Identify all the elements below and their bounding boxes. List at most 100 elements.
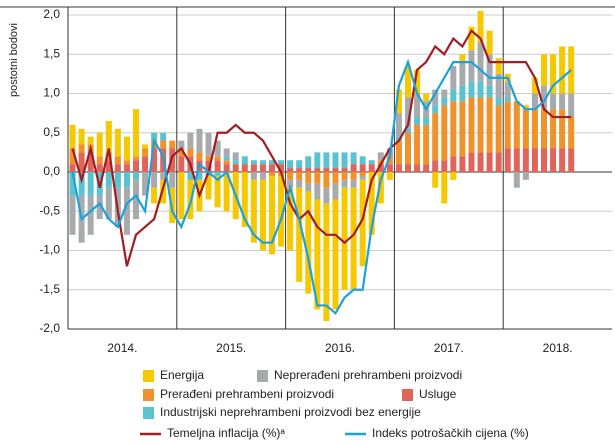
bar-segment bbox=[441, 172, 448, 204]
bar-segment bbox=[414, 164, 421, 172]
bar-segment bbox=[531, 93, 538, 110]
bar-segment bbox=[323, 187, 330, 204]
bar-segment bbox=[296, 187, 303, 282]
bar-segment bbox=[441, 89, 448, 98]
bar-segment bbox=[386, 164, 393, 172]
bar-segment bbox=[395, 113, 402, 137]
bar-segment bbox=[550, 148, 557, 172]
bar-segment bbox=[205, 160, 212, 172]
bar-segment bbox=[531, 148, 538, 172]
bar-segment bbox=[459, 101, 466, 157]
bar-segment bbox=[323, 168, 330, 172]
bar-segment bbox=[332, 168, 339, 172]
y-tick-label: -2,0 bbox=[39, 321, 60, 335]
bar-segment bbox=[414, 124, 421, 165]
bar-segment bbox=[214, 140, 221, 157]
bar-segment bbox=[223, 148, 230, 157]
bar-segment bbox=[296, 179, 303, 188]
bar-segment bbox=[513, 101, 520, 149]
bar-segment bbox=[250, 179, 257, 243]
bar-segment bbox=[350, 164, 357, 172]
bar-segment bbox=[214, 175, 221, 208]
bar-segment bbox=[114, 156, 121, 165]
bar-segment bbox=[87, 152, 94, 172]
bar-segment bbox=[142, 156, 149, 172]
y-tick-label: -0,5 bbox=[39, 203, 60, 217]
bar-segment bbox=[151, 187, 158, 204]
bar-segment bbox=[87, 136, 94, 145]
bar-segment bbox=[160, 132, 167, 141]
bar-segment bbox=[123, 172, 130, 188]
bar-segment bbox=[477, 11, 484, 43]
bar-segment bbox=[341, 152, 348, 169]
bar-segment bbox=[522, 172, 529, 180]
bar-segment bbox=[405, 164, 411, 172]
bar-segment bbox=[350, 187, 357, 290]
bar-segment bbox=[468, 26, 475, 51]
bar-segment bbox=[241, 172, 248, 227]
line-series bbox=[71, 28, 572, 267]
bar-segment bbox=[531, 109, 538, 149]
bar-segment bbox=[205, 175, 212, 200]
bar-segment bbox=[405, 97, 411, 129]
bar-segment bbox=[368, 164, 375, 172]
bar-segment bbox=[96, 156, 103, 165]
bar-segment bbox=[133, 156, 139, 161]
bar-segment bbox=[296, 168, 303, 172]
legend-swatch bbox=[143, 370, 154, 382]
bar-segment bbox=[450, 101, 457, 157]
bar-segment bbox=[477, 81, 484, 98]
bar-segment bbox=[432, 113, 439, 161]
bar-segment bbox=[223, 156, 230, 161]
bar-segment bbox=[395, 140, 402, 165]
bar-segment bbox=[114, 128, 121, 157]
bar-segment bbox=[541, 85, 547, 110]
bar-segment bbox=[368, 172, 375, 235]
bar-segment bbox=[468, 152, 475, 172]
bar-segment bbox=[269, 160, 275, 165]
bar-segment bbox=[187, 172, 194, 180]
bar-segment bbox=[196, 128, 203, 153]
bar-segment bbox=[287, 172, 294, 180]
bar-segment bbox=[305, 168, 312, 172]
bar-segment bbox=[359, 164, 366, 172]
bar-segment bbox=[314, 183, 321, 200]
bar-segment bbox=[178, 156, 185, 172]
bar-segment bbox=[504, 101, 511, 149]
bar-segment bbox=[278, 175, 285, 247]
bar-segment bbox=[223, 164, 230, 172]
bar-segment bbox=[368, 160, 375, 165]
bar-segment bbox=[269, 164, 275, 172]
bar-segment bbox=[160, 172, 167, 180]
legend-label: Industrijski neprehrambeni proizvodi bez… bbox=[160, 405, 421, 419]
bar-segment bbox=[223, 172, 230, 212]
bar-segment bbox=[87, 172, 94, 196]
bar-segment bbox=[142, 144, 149, 149]
bar-segment bbox=[414, 93, 421, 118]
bar-segment bbox=[169, 140, 176, 149]
bar-segment bbox=[105, 187, 112, 220]
bar-segment bbox=[377, 172, 384, 204]
bar-segment bbox=[332, 172, 339, 184]
bar-segment bbox=[314, 152, 321, 169]
bar-segment bbox=[305, 183, 312, 192]
bar-segment bbox=[405, 128, 411, 133]
bar-segment bbox=[187, 148, 194, 157]
bar-segment bbox=[69, 148, 76, 165]
bar-segment bbox=[495, 152, 502, 172]
bar-segment bbox=[105, 152, 112, 161]
bar-segment bbox=[486, 152, 493, 172]
bar-segment bbox=[568, 117, 575, 149]
x-tick-label: 2015. bbox=[216, 341, 246, 355]
bar-segment bbox=[269, 172, 275, 176]
bar-segment bbox=[241, 164, 248, 172]
bar-segment bbox=[477, 97, 484, 153]
bar-segment bbox=[69, 195, 76, 235]
bar-segment bbox=[151, 148, 158, 172]
bar-segment bbox=[178, 172, 185, 220]
bar-segment bbox=[441, 97, 448, 106]
y-tick-label: 0,0 bbox=[43, 164, 60, 178]
bar-segment bbox=[160, 140, 167, 149]
bar-segment bbox=[423, 117, 430, 125]
